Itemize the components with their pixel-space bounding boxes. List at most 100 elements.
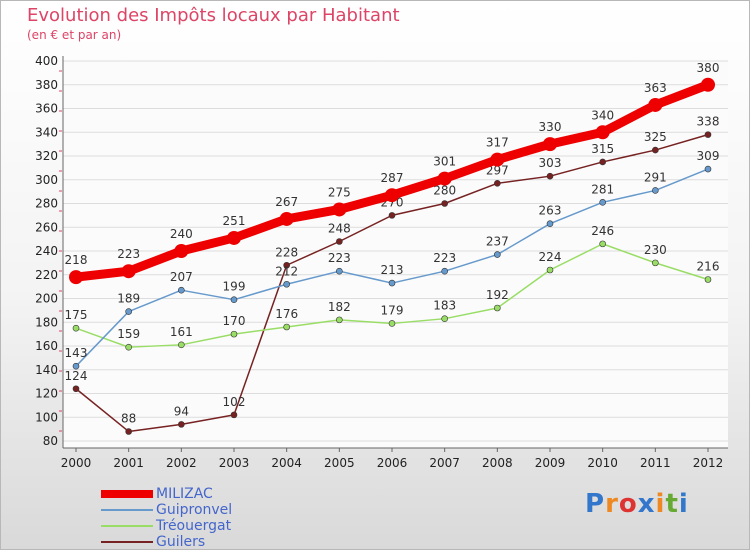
logo-letter: P	[585, 489, 606, 519]
data-label-guilers: 228	[275, 245, 298, 259]
data-label-guilers: 94	[174, 404, 189, 418]
data-point-guilers	[283, 261, 290, 269]
x-tick-label: 2011	[640, 456, 671, 470]
data-label-milizac: 340	[591, 108, 614, 122]
data-point-guilers	[230, 411, 238, 419]
x-tick-label: 2001	[113, 456, 144, 470]
data-point-milizac	[701, 77, 715, 92]
data-point-guilers	[652, 146, 659, 154]
y-tick-label: 80	[43, 434, 58, 448]
data-label-treouergat: 176	[275, 307, 298, 321]
y-tick-label: 120	[35, 387, 58, 401]
legend-item-guipronvel: Guipronvel	[101, 502, 301, 518]
data-label-milizac: 267	[275, 195, 298, 209]
data-label-treouergat: 159	[117, 327, 140, 341]
data-point-treouergat	[652, 259, 659, 267]
data-point-guipronvel	[494, 251, 501, 258]
data-point-guilers	[546, 172, 554, 180]
data-label-guilers: 280	[433, 184, 456, 198]
data-label-milizac: 363	[644, 81, 667, 95]
data-label-milizac: 287	[381, 171, 404, 185]
x-tick-label: 2007	[429, 456, 460, 470]
data-point-guipronvel	[704, 165, 712, 173]
data-point-guilers	[494, 180, 501, 187]
data-point-treouergat	[336, 316, 343, 324]
logo-letter: i	[655, 489, 666, 519]
data-point-milizac	[332, 202, 347, 217]
data-label-guilers: 124	[65, 369, 88, 383]
data-point-guilers	[388, 212, 396, 219]
data-label-milizac: 301	[433, 155, 456, 169]
data-label-guilers: 102	[223, 395, 246, 409]
data-label-guilers: 315	[591, 142, 614, 156]
data-point-milizac	[121, 264, 136, 279]
data-label-milizac: 218	[65, 253, 88, 267]
data-label-treouergat: 179	[381, 303, 404, 317]
data-point-treouergat	[494, 304, 501, 312]
logo-letter: o	[618, 489, 638, 519]
data-label-guipronvel: 199	[223, 280, 246, 294]
legend-swatch-guilers	[101, 541, 153, 543]
legend: MILIZAC Guipronvel Tréouergat Guilers	[101, 486, 301, 550]
data-label-guipronvel: 309	[697, 149, 720, 163]
data-label-treouergat: 183	[433, 299, 456, 313]
legend-swatch-guipronvel	[101, 509, 153, 511]
x-tick-label: 2012	[693, 456, 724, 470]
legend-label-treouergat: Tréouergat	[156, 518, 232, 534]
data-point-treouergat	[441, 315, 448, 322]
y-tick-label: 220	[35, 268, 58, 282]
data-label-guipronvel: 281	[591, 182, 614, 196]
legend-swatch-milizac	[101, 490, 153, 498]
legend-item-guilers: Guilers	[101, 534, 301, 550]
y-tick-label: 360	[35, 102, 58, 116]
data-label-milizac: 380	[697, 61, 720, 75]
data-point-treouergat	[546, 266, 554, 274]
y-tick-label: 200	[35, 292, 58, 306]
x-tick-label: 2003	[219, 456, 250, 470]
data-label-milizac: 251	[223, 214, 246, 228]
data-label-treouergat: 192	[486, 288, 509, 302]
chart-title: Evolution des Impôts locaux par Habitant	[27, 5, 400, 26]
legend-swatch-treouergat	[101, 525, 153, 527]
y-tick-label: 400	[35, 54, 58, 68]
data-point-guipronvel	[336, 267, 343, 275]
y-tick-label: 140	[35, 363, 58, 377]
data-point-milizac	[595, 125, 610, 140]
data-point-milizac	[69, 270, 83, 285]
data-point-guilers	[178, 421, 185, 428]
data-label-guipronvel: 143	[65, 346, 88, 360]
legend-label-guipronvel: Guipronvel	[156, 502, 233, 518]
data-point-milizac	[543, 137, 557, 152]
data-point-treouergat	[230, 330, 238, 338]
y-tick-label: 260	[35, 220, 58, 234]
data-point-milizac	[279, 211, 294, 226]
legend-item-milizac: MILIZAC	[101, 486, 301, 502]
data-point-guilers	[72, 385, 80, 393]
data-label-treouergat: 216	[697, 260, 720, 274]
data-point-guilers	[336, 238, 343, 245]
data-point-guipronvel	[72, 362, 80, 370]
data-label-treouergat: 175	[65, 308, 88, 322]
data-point-milizac	[437, 171, 452, 186]
x-tick-label: 2000	[61, 456, 92, 470]
data-label-treouergat: 170	[223, 314, 246, 328]
logo-letter: i	[678, 489, 689, 519]
data-label-guipronvel: 212	[275, 264, 298, 278]
data-point-guipronvel	[441, 267, 448, 275]
data-label-milizac: 275	[328, 185, 351, 199]
data-label-guilers: 248	[328, 222, 351, 236]
data-label-milizac: 240	[170, 227, 193, 241]
data-point-guilers	[704, 131, 712, 138]
legend-item-treouergat: Tréouergat	[101, 518, 301, 534]
y-tick-label: 320	[35, 149, 58, 163]
x-tick-label: 2006	[377, 456, 408, 470]
data-label-guipronvel: 207	[170, 270, 193, 284]
data-label-guilers: 338	[697, 115, 720, 129]
y-tick-label: 340	[35, 125, 58, 139]
data-label-treouergat: 161	[170, 325, 193, 339]
data-point-guipronvel	[125, 308, 132, 315]
data-point-guipronvel	[283, 280, 290, 288]
data-point-guipronvel	[652, 187, 659, 194]
y-tick-label: 180	[35, 315, 58, 329]
